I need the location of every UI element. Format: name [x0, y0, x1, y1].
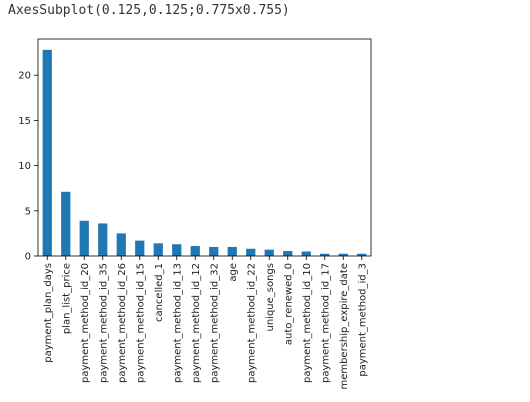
x-tick-label: plan_list_price [61, 263, 72, 334]
bar-payment_method_id_22 [246, 249, 255, 256]
bar-payment_method_id_35 [98, 223, 107, 256]
x-axis: payment_plan_days plan_list_price payment_… [43, 256, 369, 390]
bar-payment_method_id_13 [172, 244, 181, 256]
bar-payment_plan_days [43, 50, 52, 256]
bar-payment_method_id_15 [135, 241, 144, 256]
x-tick-label: payment_method_id_17 [320, 263, 331, 383]
x-tick-label: cancelled_1 [154, 263, 165, 322]
x-tick-label: membership_expire_date [339, 263, 350, 390]
y-axis: 0 5 10 15 20 [18, 71, 38, 263]
x-tick-label: payment_method_id_12 [191, 263, 202, 383]
y-tick-label: 5 [25, 206, 31, 217]
bar-cancelled_1 [154, 243, 163, 256]
bar-payment_method_id_20 [80, 221, 89, 256]
bar-payment_method_id_26 [117, 233, 126, 256]
x-tick-label: payment_method_id_3 [357, 263, 368, 377]
bar-payment_method_id_12 [191, 246, 200, 256]
bar-plan_list_price [61, 192, 70, 256]
x-tick-label: payment_method_id_10 [302, 263, 313, 383]
x-tick-label: payment_method_id_32 [209, 263, 220, 383]
x-tick-label: age [228, 263, 239, 282]
x-tick-label: unique_songs [265, 263, 276, 332]
x-tick-label: payment_method_id_13 [172, 263, 183, 383]
bars-group [43, 50, 367, 256]
x-tick-label: payment_method_id_35 [98, 263, 109, 383]
bar-age [228, 247, 237, 256]
x-tick-label: payment_method_id_26 [117, 263, 128, 383]
x-tick-label: payment_method_id_20 [80, 263, 91, 383]
y-tick-label: 10 [18, 161, 31, 172]
x-tick-label: payment_plan_days [43, 263, 54, 363]
y-tick-label: 20 [18, 71, 31, 82]
bar-payment_method_id_10 [302, 251, 311, 256]
x-tick-label: payment_method_id_15 [135, 263, 146, 383]
bar-auto_renewed_0 [283, 251, 292, 256]
y-tick-label: 15 [18, 116, 31, 127]
bar-payment_method_id_32 [209, 247, 218, 256]
y-tick-label: 0 [25, 252, 31, 263]
bar-unique_songs [265, 250, 274, 256]
x-tick-label: payment_method_id_22 [246, 263, 257, 383]
x-tick-label: auto_renewed_0 [283, 263, 294, 345]
